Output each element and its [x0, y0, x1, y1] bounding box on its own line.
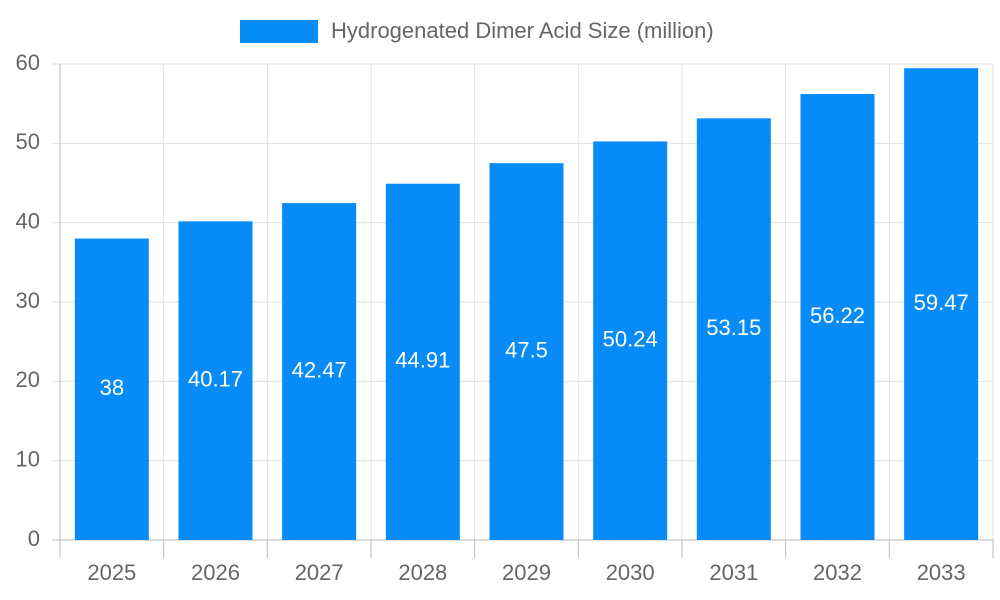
value-label: 56.22 [810, 303, 865, 328]
y-tick-label: 30 [16, 288, 40, 313]
value-label: 47.5 [505, 337, 548, 362]
value-label: 44.91 [395, 348, 450, 373]
y-tick-label: 10 [16, 446, 40, 471]
x-tick-label: 2026 [191, 560, 240, 585]
value-label: 42.47 [292, 357, 347, 382]
legend-label: Hydrogenated Dimer Acid Size (million) [331, 18, 714, 43]
y-tick-label: 60 [16, 50, 40, 75]
y-tick-label: 50 [16, 129, 40, 154]
value-label: 38 [100, 375, 124, 400]
bar [74, 238, 149, 541]
y-tick-label: 20 [16, 367, 40, 392]
x-tick-label: 2033 [917, 560, 966, 585]
x-tick-label: 2028 [398, 560, 447, 585]
bar [178, 221, 253, 540]
x-tick-label: 2029 [502, 560, 551, 585]
bar [385, 183, 460, 541]
bar [800, 93, 875, 540]
value-label: 59.47 [914, 290, 969, 315]
value-label: 50.24 [603, 327, 658, 352]
x-tick-label: 2027 [295, 560, 344, 585]
bar [593, 141, 668, 541]
y-tick-label: 0 [28, 526, 40, 551]
bar [904, 68, 979, 541]
x-tick-label: 2032 [813, 560, 862, 585]
x-tick-label: 2025 [87, 560, 136, 585]
x-tick-label: 2031 [709, 560, 758, 585]
x-tick-label: 2030 [606, 560, 655, 585]
bar [282, 203, 357, 540]
legend-swatch [240, 20, 318, 43]
bar [489, 163, 564, 540]
value-label: 53.15 [706, 315, 761, 340]
y-tick-label: 40 [16, 208, 40, 233]
bar [696, 118, 771, 541]
value-label: 40.17 [188, 366, 243, 391]
